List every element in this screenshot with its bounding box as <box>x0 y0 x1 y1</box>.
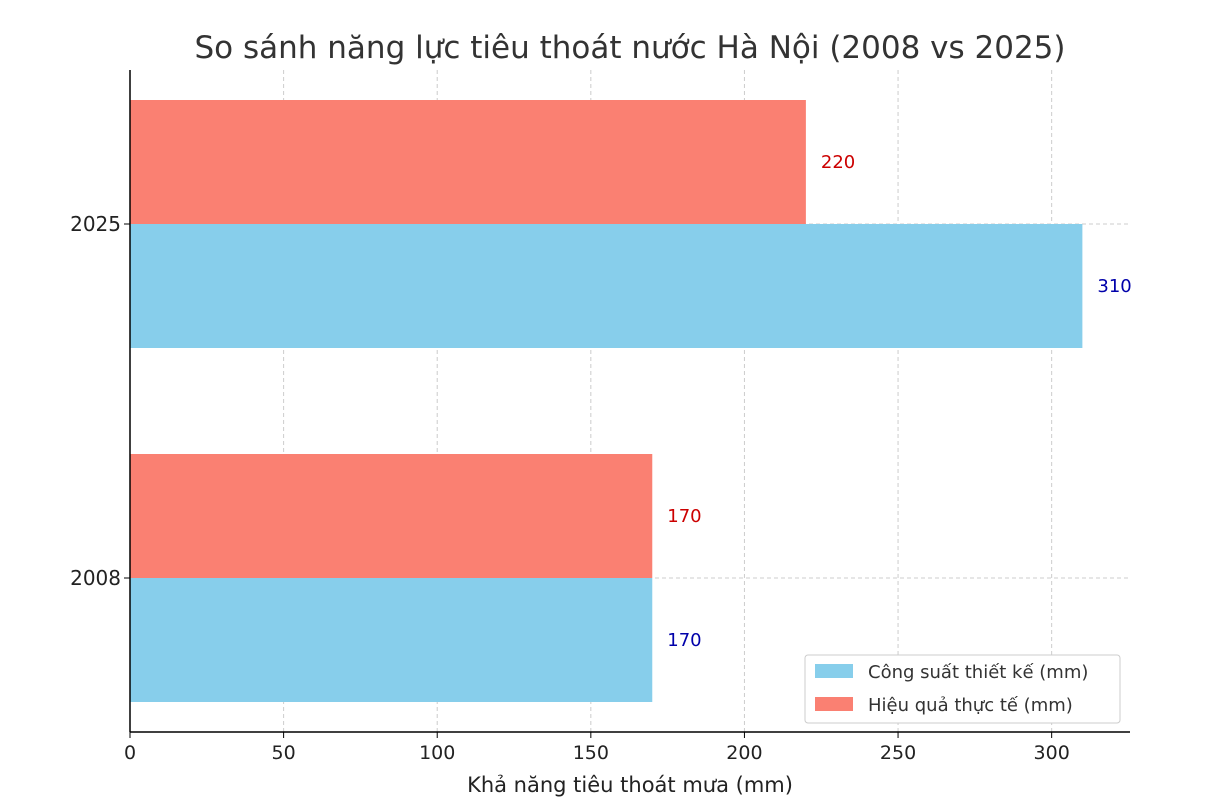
x-axis-label: Khả năng tiêu thoát mưa (mm) <box>467 773 793 797</box>
bar-actual-2025 <box>130 100 806 224</box>
x-tick-label: 100 <box>419 742 455 764</box>
data-label: 310 <box>1097 276 1131 297</box>
bar-design-2008 <box>130 578 653 702</box>
legend-swatch-actual <box>815 697 853 711</box>
x-tick-label: 0 <box>124 742 136 764</box>
legend-swatch-design <box>815 664 853 678</box>
data-label: 220 <box>821 152 855 173</box>
x-tick-label: 150 <box>573 742 609 764</box>
legend-label-design: Công suất thiết kế (mm) <box>868 662 1088 683</box>
bar-design-2025 <box>130 224 1083 348</box>
x-tick-label: 300 <box>1034 742 1070 764</box>
data-label: 170 <box>667 506 701 527</box>
bar-actual-2008 <box>130 454 653 578</box>
y-tick-label: 2025 <box>70 212 121 236</box>
data-label: 170 <box>667 630 701 651</box>
x-tick-label: 50 <box>272 742 296 764</box>
legend: Công suất thiết kế (mm) Hiệu quả thực tế… <box>804 654 1121 724</box>
x-tick-label: 200 <box>726 742 762 764</box>
x-tick-label: 250 <box>880 742 916 764</box>
chart-title: So sánh năng lực tiêu thoát nước Hà Nội … <box>194 30 1065 66</box>
legend-label-actual: Hiệu quả thực tế (mm) <box>868 695 1073 716</box>
y-tick-label: 2008 <box>70 566 121 590</box>
